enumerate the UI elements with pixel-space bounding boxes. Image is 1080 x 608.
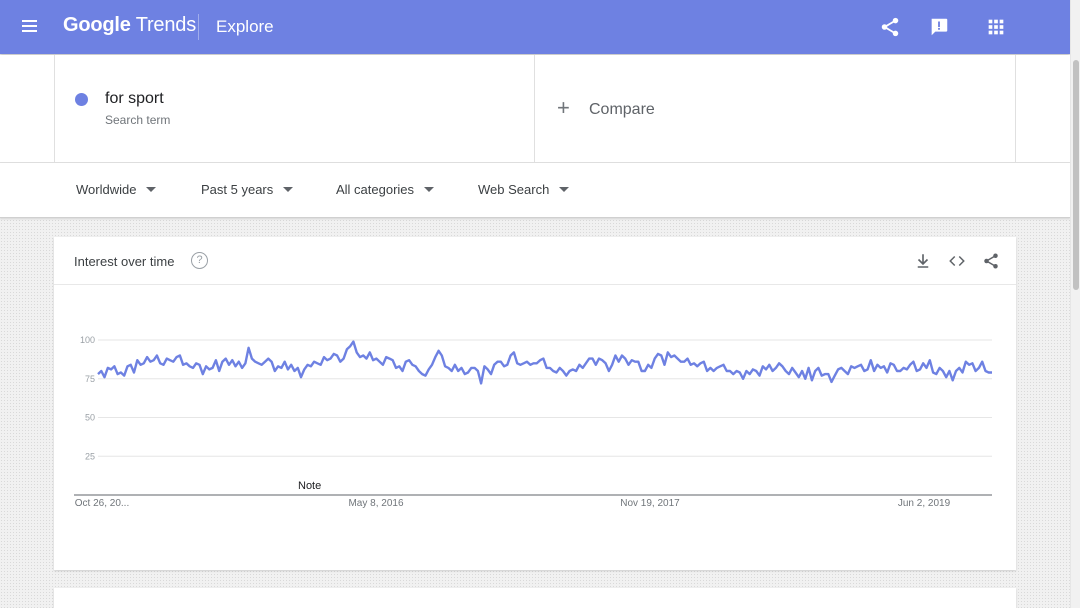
embed-icon[interactable] <box>948 252 966 270</box>
y-tick-label: 100 <box>80 335 95 345</box>
menu-icon[interactable] <box>20 17 40 37</box>
property-filter-label: Web Search <box>478 182 550 197</box>
search-term-card[interactable]: for sport Search term <box>54 55 535 162</box>
y-tick-label: 50 <box>85 413 95 423</box>
category-filter-label: All categories <box>336 182 415 197</box>
filter-bar: Worldwide Past 5 years All categories We… <box>0 163 1070 218</box>
caret-down-icon <box>424 187 435 192</box>
google-trends-logo[interactable]: Google Trends <box>63 14 196 37</box>
app-header: Google Trends Explore <box>0 0 1070 54</box>
card-share-icon[interactable] <box>982 252 1000 270</box>
card-header: Interest over time ? <box>54 237 1016 285</box>
time-filter-label: Past 5 years <box>201 182 274 197</box>
chart-note[interactable]: Note <box>298 480 322 492</box>
next-card <box>54 588 1016 608</box>
help-icon[interactable]: ? <box>191 252 208 269</box>
page-scrollbar[interactable] <box>1070 0 1080 608</box>
compare-button[interactable]: + Compare <box>535 55 1016 162</box>
search-terms-row: for sport Search term + Compare <box>0 55 1070 163</box>
interest-over-time-card: Interest over time ? 25 50 75 100 Oct 26, 20… <box>54 237 1016 570</box>
caret-down-icon <box>559 187 570 192</box>
category-filter[interactable]: All categories <box>336 182 435 197</box>
header-divider <box>198 14 199 40</box>
caret-down-icon <box>146 187 157 192</box>
time-filter[interactable]: Past 5 years <box>201 182 294 197</box>
x-tick-label: Nov 19, 2017 <box>620 498 680 509</box>
apps-icon[interactable] <box>985 16 1007 38</box>
scrollbar-thumb[interactable] <box>1073 60 1079 290</box>
x-tick-label: Oct 26, 20... <box>75 498 129 509</box>
compare-label: Compare <box>589 101 655 118</box>
feedback-icon[interactable] <box>928 16 950 38</box>
property-filter[interactable]: Web Search <box>478 182 570 197</box>
download-icon[interactable] <box>914 252 932 270</box>
y-tick-label: 75 <box>85 374 95 384</box>
share-icon[interactable] <box>879 16 901 38</box>
series-line-for-sport <box>97 340 992 385</box>
card-title: Interest over time <box>74 254 175 269</box>
page-title: Explore <box>216 17 274 36</box>
x-tick-label: Jun 2, 2019 <box>898 498 951 509</box>
interest-line-chart[interactable]: 25 50 75 100 Oct 26, 20... May 8, 2016 Nov 19,… <box>54 285 1016 570</box>
logo-google-text: Google <box>63 14 131 36</box>
search-term-name[interactable]: for sport <box>105 90 164 107</box>
logo-trends-text: Trends <box>135 14 197 36</box>
x-tick-label: May 8, 2016 <box>348 498 403 509</box>
plus-icon: + <box>557 95 570 120</box>
region-filter-label: Worldwide <box>76 182 137 197</box>
y-tick-label: 25 <box>85 451 95 461</box>
region-filter[interactable]: Worldwide <box>76 182 157 197</box>
term-color-dot <box>75 93 88 106</box>
search-term-subtitle: Search term <box>105 113 171 127</box>
caret-down-icon <box>283 187 294 192</box>
